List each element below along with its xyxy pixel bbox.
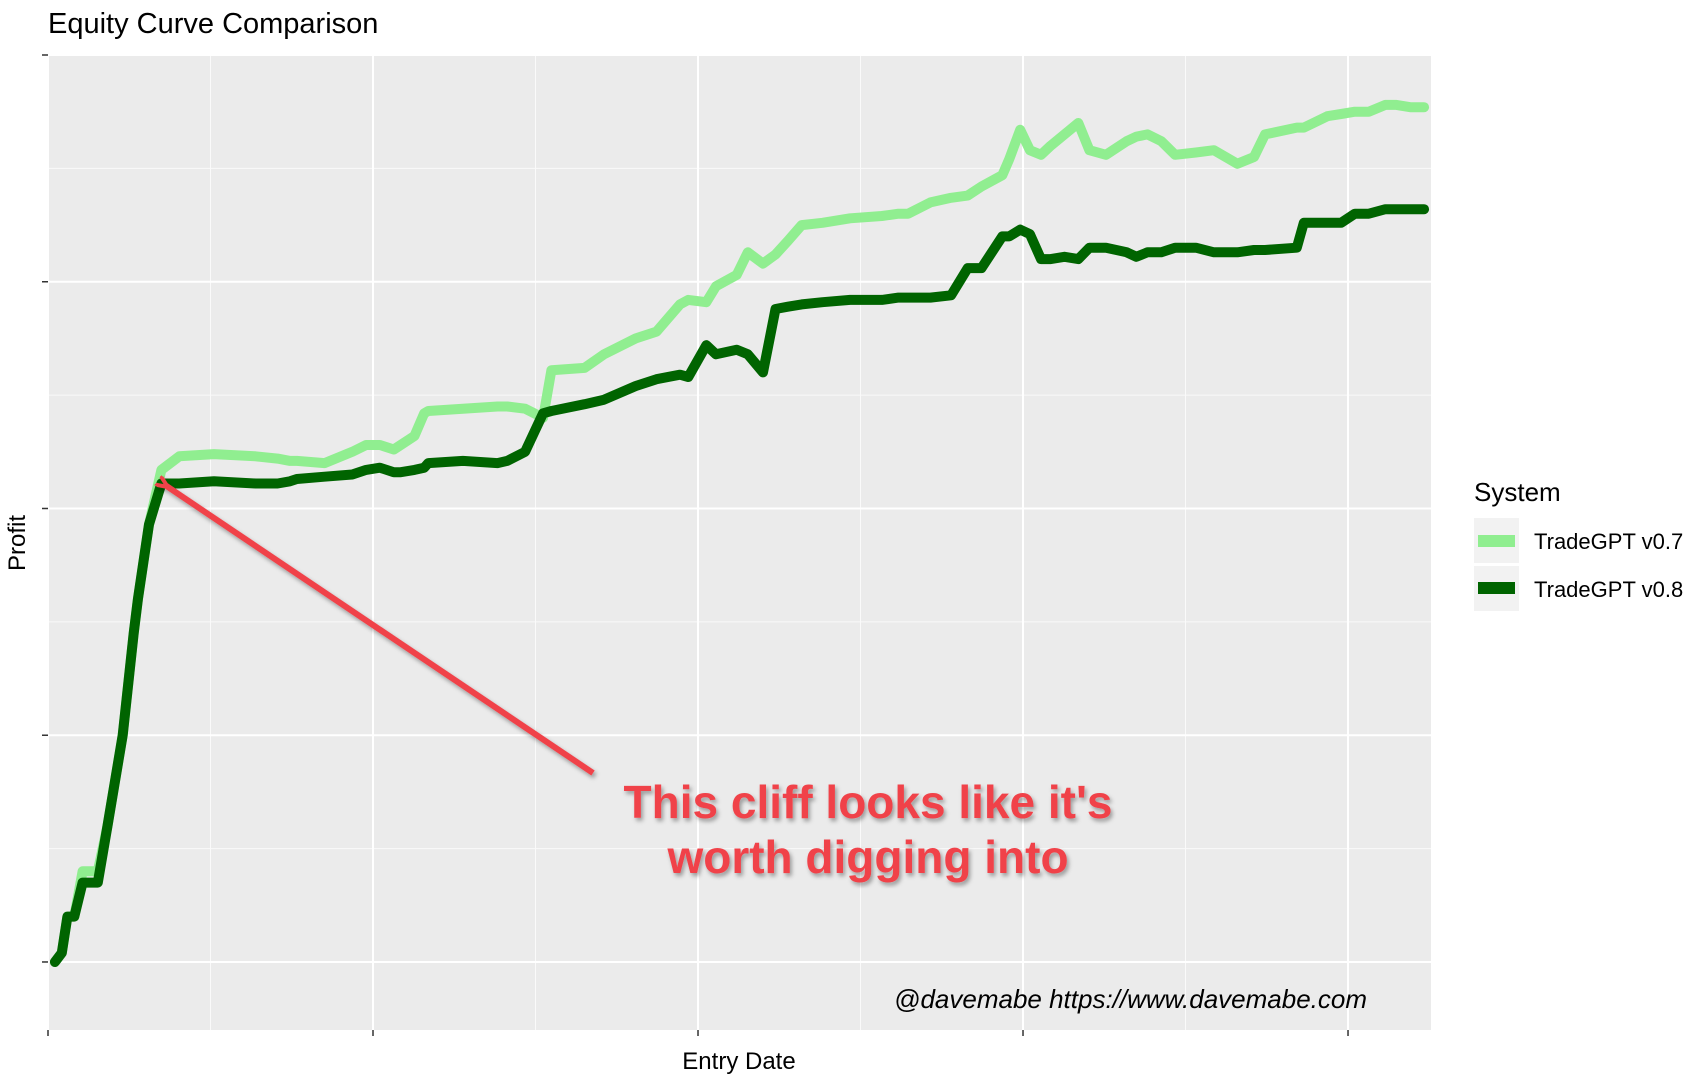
y-axis-label: Profit (4, 515, 31, 571)
annotation-arrow (166, 486, 595, 776)
series-layer (49, 99, 1430, 967)
minor-gridlines (48, 55, 1431, 1030)
watermark-credit: @davemabe https://www.davemabe.com (894, 984, 1367, 1014)
axis-ticks (42, 54, 1349, 1036)
chart-title: Equity Curve Comparison (48, 8, 378, 40)
legend-title: System (1474, 477, 1561, 507)
annotation-callout: This cliff looks like it's worth digging… (624, 776, 1113, 883)
annotation-text-line1: This cliff looks like it's (624, 776, 1113, 828)
series-line-tradegpt-v07 (49, 99, 1430, 967)
plot-panel (48, 55, 1431, 1030)
annotation-text-line2: worth digging into (666, 831, 1068, 883)
legend-label-tradegpt-v08: TradeGPT v0.8 (1534, 577, 1683, 602)
x-axis-label: Entry Date (682, 1048, 795, 1075)
legend-label-tradegpt-v07: TradeGPT v0.7 (1534, 529, 1683, 554)
series-line-tradegpt-v08 (49, 204, 1430, 967)
legend: System TradeGPT v0.7 TradeGPT v0.8 (1474, 477, 1683, 611)
